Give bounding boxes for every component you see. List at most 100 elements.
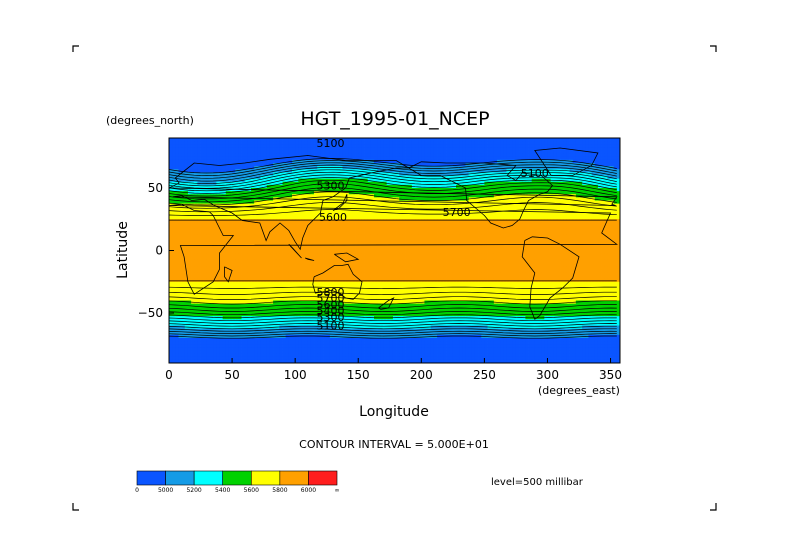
field-cell — [216, 203, 220, 208]
field-cell — [307, 150, 312, 155]
field-cell — [497, 222, 501, 226]
field-cell — [301, 213, 306, 217]
field-cell — [519, 194, 523, 198]
field-cell — [575, 184, 580, 189]
field-cell — [269, 209, 274, 214]
field-cell — [399, 213, 403, 217]
field-cell — [487, 241, 492, 245]
field-cell — [452, 228, 457, 233]
field-cell — [235, 150, 239, 155]
field-cell — [175, 241, 179, 245]
field-cell — [389, 144, 394, 148]
field-cell — [232, 238, 236, 242]
field-cell — [405, 147, 410, 151]
field-cell — [263, 238, 268, 242]
field-cell — [430, 225, 435, 230]
field-cell — [550, 203, 555, 208]
field-cell — [389, 213, 394, 217]
field-cell — [534, 231, 539, 236]
field-cell — [210, 203, 214, 208]
field-cell — [430, 144, 435, 148]
field-cell — [402, 222, 406, 226]
field-cell — [374, 222, 378, 226]
field-cell — [304, 188, 309, 192]
field-cell — [295, 147, 299, 151]
field-cell — [563, 169, 567, 173]
field-cell — [380, 200, 384, 205]
field-cell — [383, 200, 388, 205]
field-cell — [326, 141, 331, 145]
field-cell — [292, 206, 296, 211]
field-cell — [222, 169, 227, 173]
field-cell — [380, 175, 384, 180]
field-cell — [430, 213, 435, 217]
field-cell — [320, 209, 324, 214]
field-cell — [519, 213, 523, 217]
field-cell — [449, 222, 454, 226]
field-cell — [273, 200, 277, 205]
field-cell — [616, 203, 621, 208]
field-cell — [200, 213, 205, 217]
field-cell — [604, 178, 608, 183]
field-cell — [178, 175, 183, 180]
field-cell — [572, 225, 577, 230]
field-cell — [172, 156, 176, 161]
field-cell — [257, 147, 261, 151]
field-cell — [575, 241, 580, 245]
field-cell — [579, 138, 583, 142]
field-cell — [616, 225, 621, 230]
field-cell — [506, 228, 511, 233]
field-cell — [266, 213, 271, 217]
field-cell — [506, 244, 511, 248]
field-cell — [276, 203, 280, 208]
field-cell — [396, 244, 400, 248]
field-cell — [503, 184, 507, 189]
field-cell — [336, 203, 340, 208]
field-cell — [534, 166, 539, 170]
field-cell — [232, 172, 236, 176]
field-cell — [225, 222, 230, 226]
field-cell — [292, 172, 296, 176]
field-cell — [279, 219, 283, 223]
field-cell — [172, 184, 176, 189]
field-cell — [497, 191, 501, 195]
field-cell — [266, 159, 271, 164]
field-cell — [203, 225, 208, 230]
field-cell — [333, 241, 337, 245]
field-cell — [285, 222, 290, 226]
field-cell — [418, 238, 422, 242]
field-cell — [522, 231, 526, 236]
field-cell — [301, 150, 306, 155]
field-cell — [345, 225, 350, 230]
field-cell — [415, 153, 419, 158]
field-cell — [563, 244, 567, 248]
field-cell — [225, 159, 230, 164]
field-cell — [452, 163, 457, 167]
field-cell — [515, 163, 520, 167]
field-cell — [187, 234, 192, 239]
field-cell — [588, 141, 593, 145]
field-cell — [512, 213, 517, 217]
field-cell — [506, 213, 511, 217]
field-cell — [424, 213, 429, 217]
field-cell — [172, 209, 176, 214]
field-cell — [238, 231, 242, 236]
field-cell — [616, 184, 621, 189]
field-cell — [355, 219, 359, 223]
field-cell — [222, 216, 227, 220]
field-cell — [572, 163, 577, 167]
field-cell — [235, 138, 239, 142]
field-cell — [585, 209, 589, 214]
field-cell — [238, 141, 242, 145]
field-cell — [377, 244, 381, 248]
field-cell — [263, 153, 268, 158]
field-cell — [282, 166, 287, 170]
field-cell — [323, 191, 328, 195]
field-cell — [531, 144, 536, 148]
field-cell — [601, 200, 605, 205]
field-cell — [336, 141, 340, 145]
field-cell — [585, 175, 589, 180]
field-cell — [219, 175, 224, 180]
field-cell — [282, 228, 287, 233]
field-cell — [556, 191, 561, 195]
